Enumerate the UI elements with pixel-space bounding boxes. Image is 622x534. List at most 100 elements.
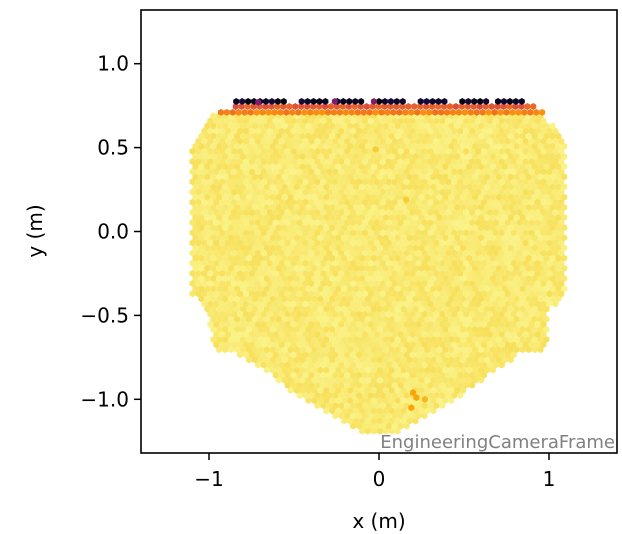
camera-pixel [498,290,505,298]
camera-pixel [501,142,508,150]
camera-pixel [341,346,348,354]
camera-pixel [394,264,401,272]
camera-pixel [430,132,437,140]
camera-pixel [480,168,487,176]
camera-pixel [421,381,428,389]
camera-pixel [207,188,214,196]
camera-pixel [397,137,404,145]
camera-pixel [457,290,464,298]
camera-pixel [513,183,520,191]
camera-pixel [228,315,235,323]
camera-pixel [376,366,383,374]
camera-pixel [302,361,309,369]
camera-pixel [427,147,434,155]
camera-pixel [266,300,273,308]
camera-pixel [439,310,446,318]
camera-pixel [251,142,258,150]
edge-pixel [277,108,284,116]
camera-pixel [364,193,371,201]
camera-pixel [486,280,493,288]
camera-pixel [430,234,437,242]
camera-pixel [406,142,413,150]
camera-pixel [442,285,449,293]
camera-pixel [248,198,255,206]
camera-pixel [430,254,437,262]
camera-pixel [296,178,303,186]
camera-pixel [302,280,309,288]
camera-pixel [400,132,407,140]
camera-pixel [555,244,562,252]
camera-pixel [228,214,235,221]
camera-pixel [406,163,413,171]
camera-pixel [382,397,389,405]
camera-pixel [472,142,479,150]
camera-pixel [394,407,401,415]
camera-pixel [245,152,252,160]
camera-pixel [442,224,449,232]
camera-pixel [519,244,526,252]
camera-pixel [314,239,321,247]
camera-pixel [385,351,392,359]
camera-pixel [507,336,514,343]
camera-pixel [287,325,294,333]
camera-pixel [445,259,452,267]
camera-pixel [242,188,249,196]
camera-pixel [379,229,386,237]
camera-pixel [475,127,482,135]
camera-pixel [251,203,258,211]
camera-pixel [430,376,437,384]
camera-pixel [240,244,246,252]
camera-pixel [305,163,312,171]
camera-pixel [409,188,416,196]
camera-pixel [242,198,249,206]
camera-pixel [457,392,464,399]
camera-pixel [350,158,357,165]
camera-pixel [415,341,422,349]
camera-pixel [510,341,517,349]
camera-pixel [222,234,229,242]
camera-pixel [245,163,252,171]
camera-pixel [510,137,517,145]
camera-pixel [442,315,449,323]
camera-pixel [439,229,446,237]
camera-pixel [254,300,261,308]
camera-pixel [311,315,318,323]
camera-pixel [418,193,425,201]
camera-pixel [561,254,568,262]
camera-pixel [242,178,249,186]
camera-pixel [361,269,368,277]
camera-pixel [397,280,404,288]
camera-pixel [412,356,419,364]
edge-pixel [265,108,272,116]
camera-pixel [382,417,389,425]
camera-pixel [332,168,339,176]
camera-pixel [248,310,255,318]
edge-pixel [325,108,331,116]
camera-pixel [269,214,276,221]
camera-pixel [391,412,398,420]
camera-pixel [225,137,232,145]
camera-pixel [373,320,380,328]
camera-pixel [216,325,223,333]
camera-pixel [242,320,249,328]
camera-pixel [442,295,449,303]
camera-pixel [445,229,452,237]
camera-pixel [460,325,467,333]
camera-pixel [513,275,520,282]
camera-pixel [311,203,318,211]
camera-pixel [504,198,511,206]
camera-pixel [299,244,306,252]
camera-pixel [486,341,493,349]
camera-pixel [367,412,374,420]
camera-pixel [525,142,532,150]
camera-pixel [546,249,553,257]
camera-pixel [427,280,434,288]
camera-pixel [278,178,285,186]
camera-pixel [540,168,547,176]
camera-pixel [507,122,514,130]
camera-pixel [504,158,511,165]
camera-pixel [290,188,297,196]
camera-pixel [472,173,479,181]
camera-pixel [424,132,431,140]
camera-pixel [475,158,482,165]
